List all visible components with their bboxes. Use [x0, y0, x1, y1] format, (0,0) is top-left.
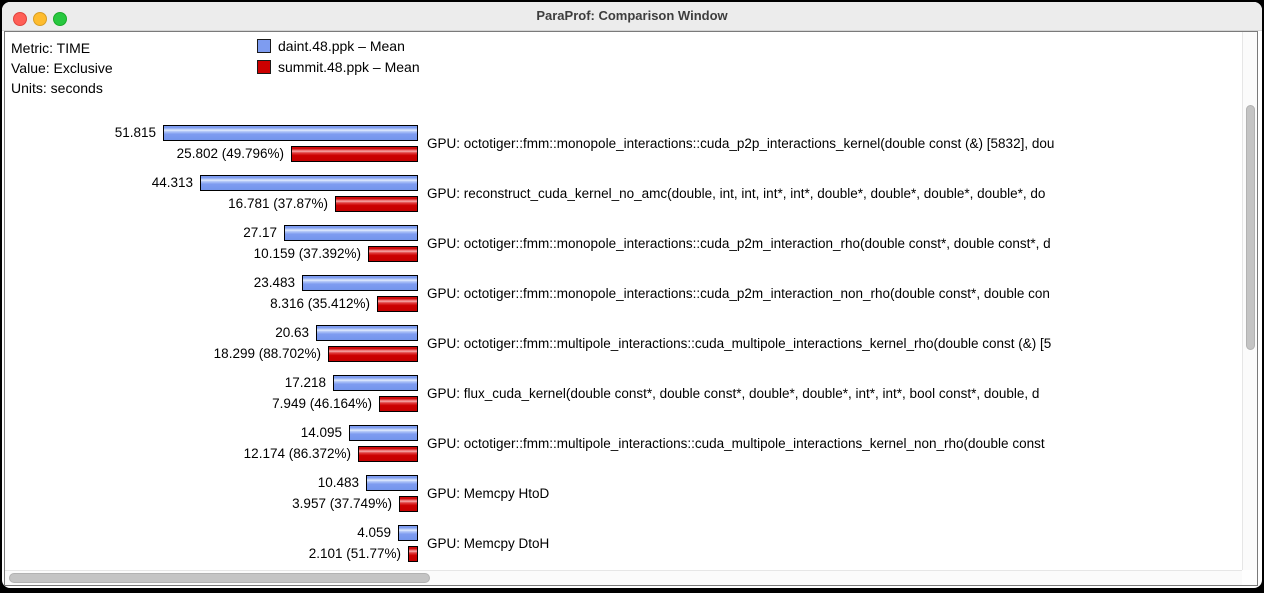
bar-daint[interactable]	[200, 175, 418, 191]
function-label[interactable]: GPU: flux_cuda_kernel(double const*, dou…	[427, 386, 1040, 401]
bar-summit[interactable]	[379, 396, 418, 412]
bar-value-daint: 10.483	[317, 475, 359, 490]
bar-daint[interactable]	[333, 375, 418, 391]
bar-daint[interactable]	[284, 225, 418, 241]
bar-daint[interactable]	[349, 425, 418, 441]
bar-value-summit: 18.299 (88.702%)	[213, 346, 321, 361]
minimize-button[interactable]	[33, 12, 47, 26]
bar-daint[interactable]	[302, 275, 418, 291]
comparison-chart-panel: Metric: TIME Value: Exclusive Units: sec…	[4, 31, 1258, 586]
legend-swatch-summit	[257, 60, 271, 74]
bar-value-summit: 7.949 (46.164%)	[272, 396, 372, 411]
legend-label-daint: daint.48.ppk – Mean	[278, 38, 405, 54]
legend-swatch-daint	[257, 39, 271, 53]
chart-header: Metric: TIME Value: Exclusive Units: sec…	[11, 38, 113, 98]
function-label[interactable]: GPU: octotiger::fmm::monopole_interactio…	[427, 136, 1055, 151]
horizontal-scrollbar-thumb[interactable]	[9, 573, 430, 583]
horizontal-scrollbar[interactable]	[5, 570, 1242, 585]
units-label: Units: seconds	[11, 80, 103, 96]
bar-daint[interactable]	[163, 125, 418, 141]
bar-daint[interactable]	[366, 475, 418, 491]
bar-value-summit: 12.174 (86.372%)	[243, 446, 351, 461]
bar-summit[interactable]	[377, 296, 418, 312]
function-label[interactable]: GPU: octotiger::fmm::multipole_interacti…	[427, 436, 1045, 451]
bar-value-daint: 17.218	[284, 375, 326, 390]
bar-value-daint: 4.059	[357, 525, 391, 540]
bar-value-summit: 16.781 (37.87%)	[228, 196, 328, 211]
bar-value-daint: 44.313	[151, 175, 193, 190]
legend-label-summit: summit.48.ppk – Mean	[278, 59, 420, 75]
bar-value-summit: 3.957 (37.749%)	[292, 496, 392, 511]
bar-summit[interactable]	[291, 146, 418, 162]
bar-value-summit: 10.159 (37.392%)	[253, 246, 361, 261]
vertical-scrollbar-thumb[interactable]	[1246, 105, 1255, 350]
scrollbar-corner	[1242, 570, 1257, 585]
bar-value-daint: 51.815	[114, 125, 156, 140]
bar-summit[interactable]	[368, 246, 418, 262]
function-label[interactable]: GPU: octotiger::fmm::monopole_interactio…	[427, 286, 1050, 301]
metric-label: Metric: TIME	[11, 40, 91, 56]
value-label: Value: Exclusive	[11, 60, 113, 76]
bar-value-summit: 2.101 (51.77%)	[308, 546, 401, 561]
close-button[interactable]	[13, 12, 27, 26]
bar-daint[interactable]	[398, 525, 418, 541]
function-label[interactable]: GPU: Memcpy HtoD	[427, 486, 550, 501]
function-label[interactable]: GPU: octotiger::fmm::monopole_interactio…	[427, 236, 1051, 251]
bar-value-summit: 25.802 (49.796%)	[176, 146, 284, 161]
bar-summit[interactable]	[358, 446, 418, 462]
function-label[interactable]: GPU: octotiger::fmm::multipole_interacti…	[427, 336, 1052, 351]
bar-daint[interactable]	[316, 325, 418, 341]
function-label[interactable]: GPU: reconstruct_cuda_kernel_no_amc(doub…	[427, 186, 1046, 201]
bar-summit[interactable]	[335, 196, 418, 212]
bar-value-daint: 20.63	[275, 325, 309, 340]
function-label[interactable]: GPU: Memcpy DtoH	[427, 536, 550, 551]
bar-value-daint: 23.483	[253, 275, 295, 290]
bar-summit[interactable]	[328, 346, 418, 362]
bar-value-daint: 27.17	[243, 225, 277, 240]
vertical-scrollbar[interactable]	[1242, 32, 1257, 570]
bar-summit[interactable]	[399, 496, 418, 512]
bar-value-daint: 14.095	[300, 425, 342, 440]
zoom-button[interactable]	[53, 12, 67, 26]
title-bar[interactable]: ParaProf: Comparison Window	[2, 2, 1262, 31]
bar-value-summit: 8.316 (35.412%)	[270, 296, 370, 311]
bar-summit[interactable]	[408, 546, 418, 562]
window-title: ParaProf: Comparison Window	[536, 8, 728, 23]
